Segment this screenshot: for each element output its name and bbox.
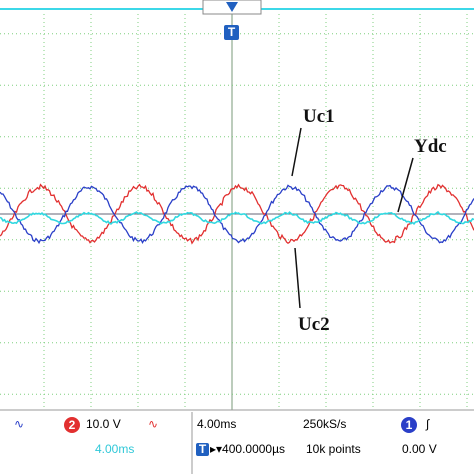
channel-1-trace [0, 184, 474, 245]
ydc-label: Ydc [414, 136, 447, 157]
record-length: 10k points [306, 442, 361, 456]
trigger-slope: ∫ [425, 417, 430, 431]
math-trace [0, 210, 474, 225]
trigger-icon: T [199, 442, 207, 456]
trigger-position [226, 2, 238, 12]
math-scale: 4.00ms [95, 442, 134, 456]
uc2-pointer [294, 247, 301, 309]
ydc-pointer [397, 157, 414, 213]
trigger-level: 0.00 V [402, 442, 437, 456]
uc1-label: Uc1 [303, 106, 335, 127]
timebase: 4.00ms [197, 417, 236, 431]
ch2-badge [64, 417, 80, 433]
ch2-number: 2 [69, 418, 76, 432]
trigger-marker-label: T [228, 25, 236, 39]
ch2-scale: 10.0 V [86, 417, 121, 431]
status-bar [0, 410, 474, 474]
ch1-coupling: ∿ [14, 417, 24, 431]
ch2-coupling: ∿ [148, 417, 158, 431]
trigger-icon-box [196, 443, 209, 456]
trigger-source-badge [401, 417, 417, 433]
sample-rate: 250kS/s [303, 417, 346, 431]
trigger-delay: ▸▾400.0000µs [210, 442, 285, 456]
trigger-marker [224, 25, 239, 40]
uc2-label: Uc2 [298, 314, 330, 335]
uc1-pointer [291, 127, 302, 177]
channel-2-trace [0, 183, 474, 245]
trigger-source: 1 [406, 418, 413, 432]
